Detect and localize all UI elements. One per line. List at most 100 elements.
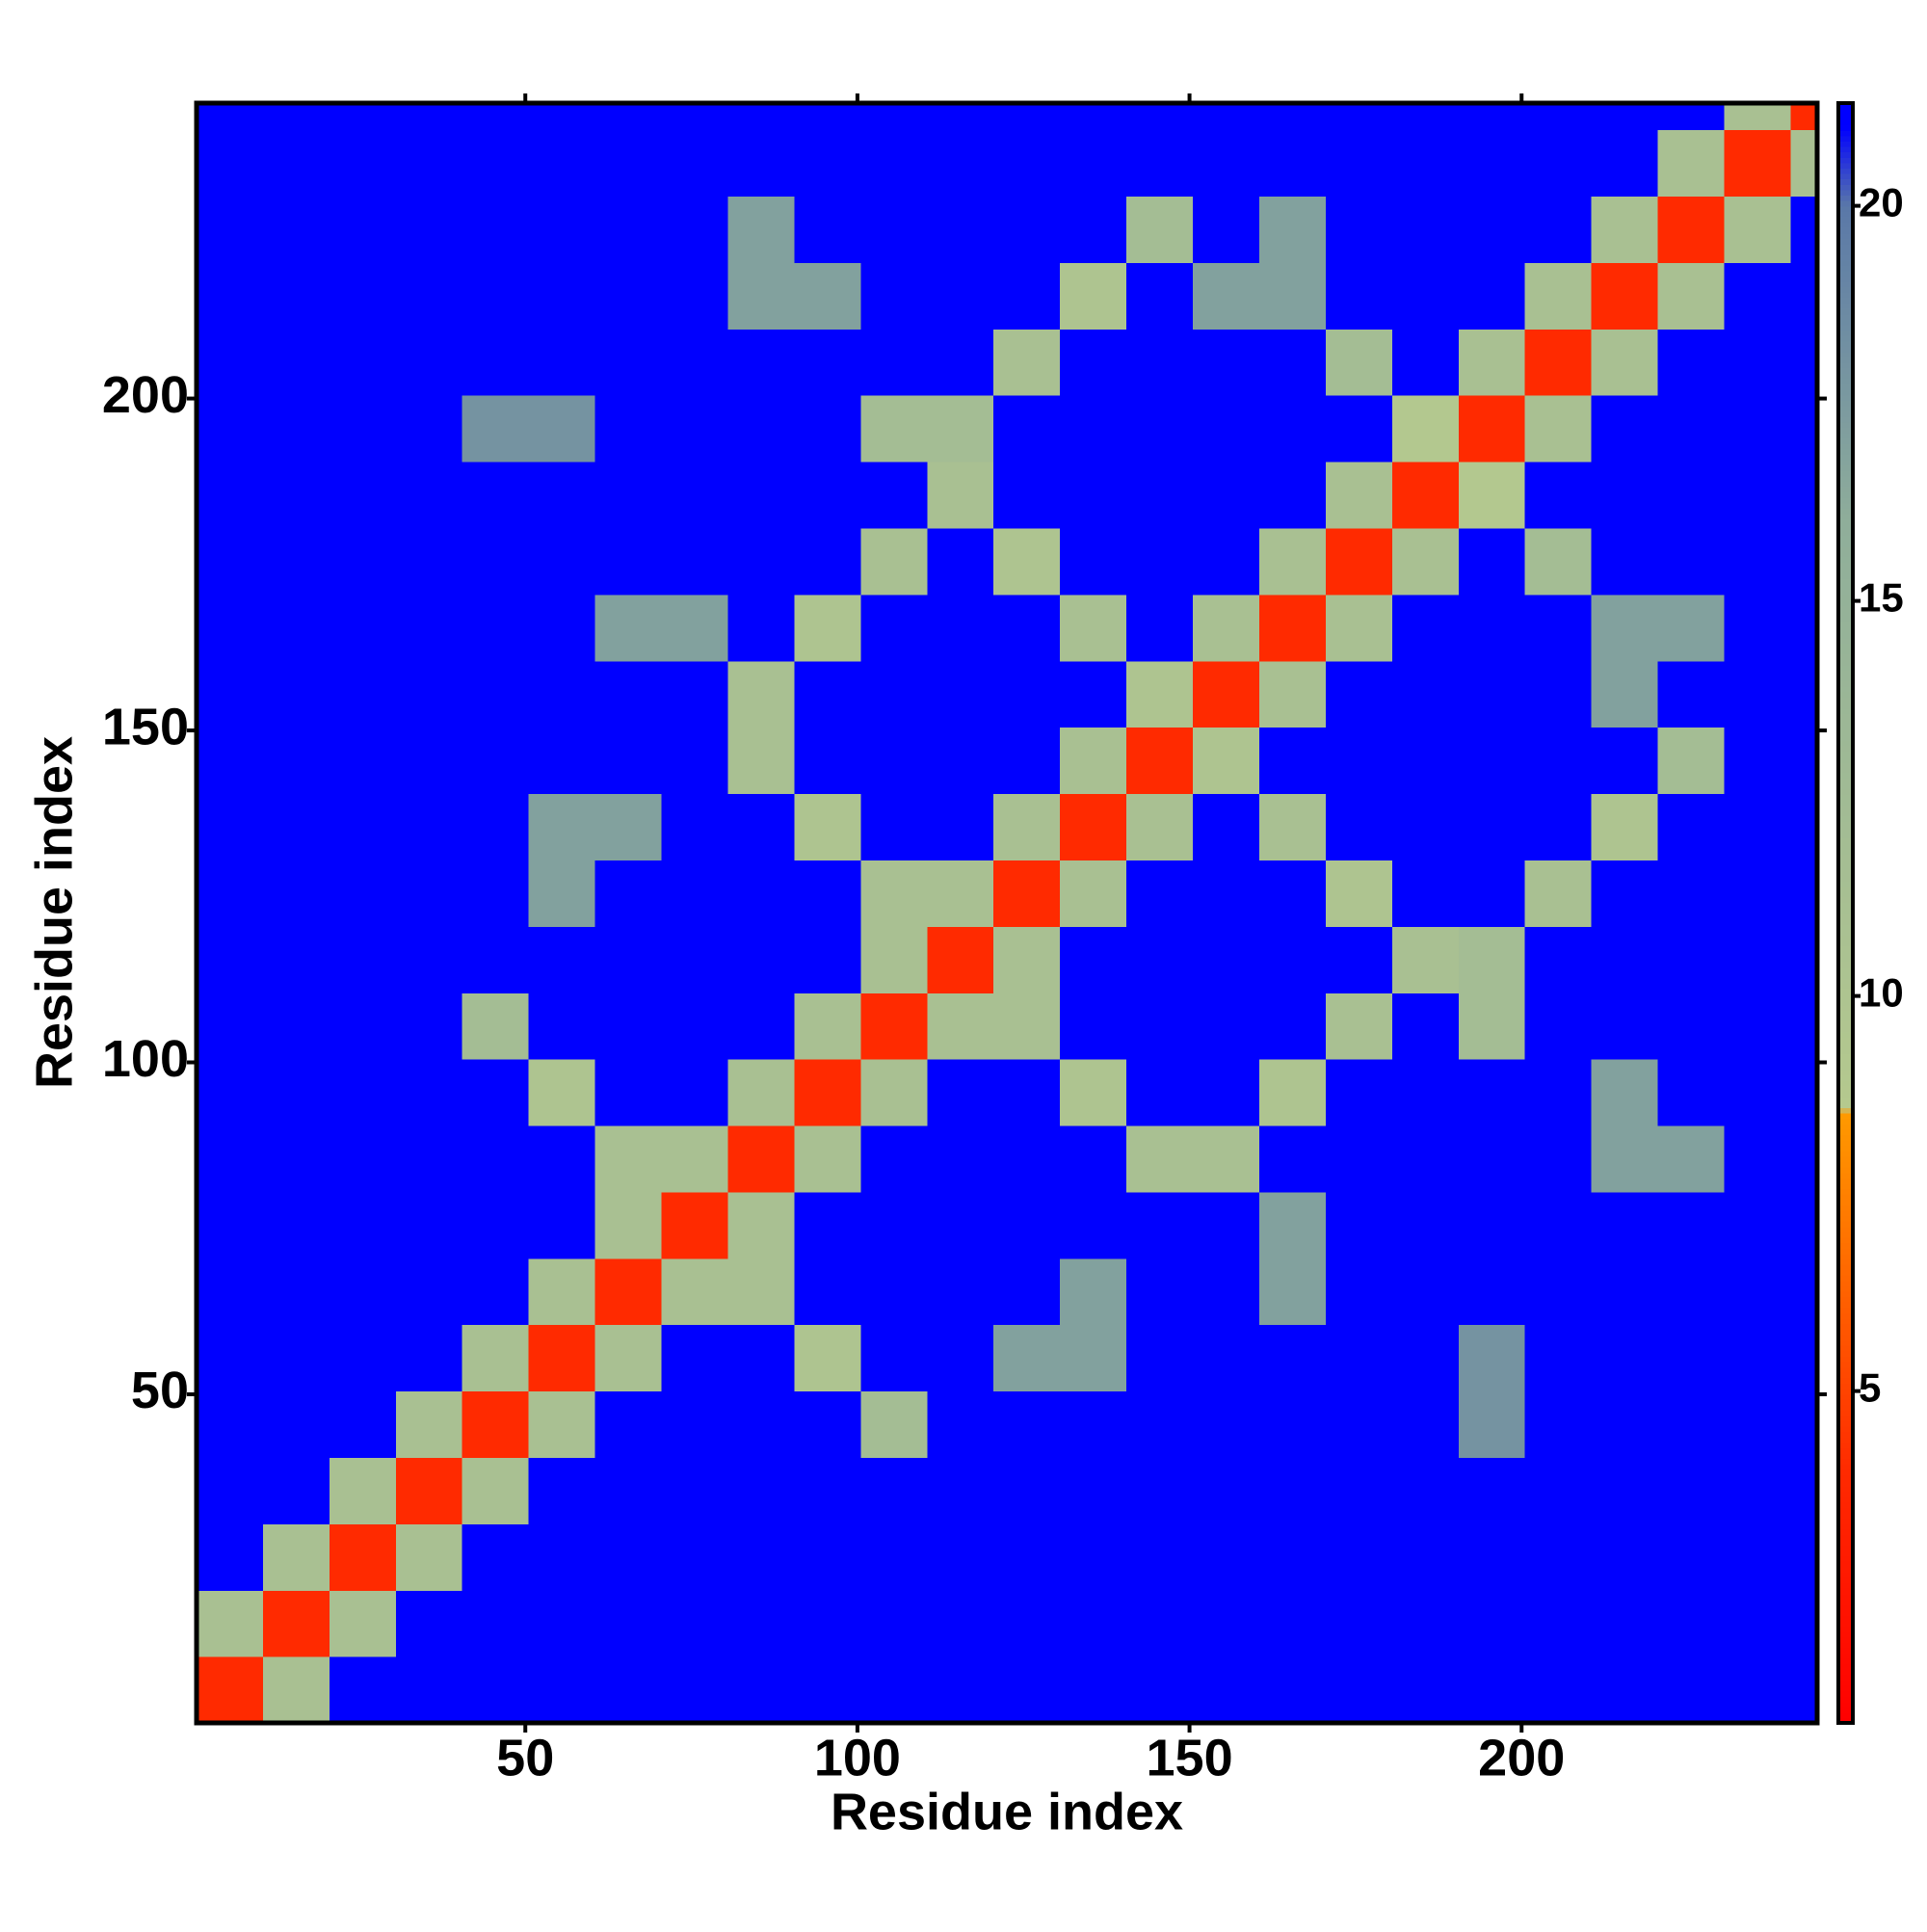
heatmap-cell	[1258, 1059, 1327, 1126]
colorbar-segment	[1838, 1290, 1853, 1298]
x-tick-label: 200	[1478, 1729, 1565, 1786]
heatmap-cell	[727, 992, 796, 1060]
colorbar-segment	[1838, 1663, 1853, 1670]
heatmap-cell	[1591, 1257, 1659, 1326]
heatmap-cell	[1126, 1059, 1194, 1126]
colorbar-segment	[1838, 589, 1853, 595]
heatmap-cell	[1591, 129, 1659, 198]
heatmap-cell	[661, 196, 729, 263]
heatmap-cell	[1391, 727, 1460, 795]
heatmap-cell	[1524, 860, 1593, 927]
heatmap-cell	[1524, 1191, 1593, 1259]
colorbar-segment	[1838, 108, 1853, 116]
heatmap-cell	[395, 1324, 463, 1392]
colorbar-segment	[1838, 497, 1853, 504]
colorbar-segment	[1838, 1626, 1853, 1632]
heatmap-cell	[1657, 1457, 1726, 1524]
heatmap-cell	[1391, 129, 1460, 198]
heatmap-cell	[1325, 727, 1393, 795]
heatmap-cell	[528, 1390, 596, 1459]
colorbar-segment	[1838, 1576, 1853, 1584]
heatmap-cell	[993, 594, 1061, 662]
heatmap-cell	[1524, 793, 1593, 860]
heatmap-cell	[1258, 1656, 1327, 1723]
heatmap-cell	[262, 395, 330, 463]
heatmap-cell	[528, 727, 596, 795]
colorbar-segment	[1838, 1371, 1853, 1379]
heatmap-cell	[1258, 103, 1327, 131]
heatmap-cell	[1060, 860, 1127, 927]
heatmap-cell	[860, 1523, 928, 1591]
heatmap-cell	[1258, 727, 1327, 795]
heatmap-cell	[528, 462, 596, 529]
colorbar-segment	[1838, 1404, 1853, 1411]
colorbar-segment	[1838, 961, 1853, 968]
heatmap-cell	[1724, 329, 1792, 396]
colorbar-segment	[1838, 1339, 1853, 1346]
heatmap-cell	[1060, 1257, 1127, 1326]
heatmap-cell	[1325, 1457, 1393, 1524]
colorbar-segment	[1838, 664, 1853, 672]
colorbar-segment	[1838, 384, 1853, 390]
heatmap-cell	[1657, 527, 1726, 595]
heatmap-cell	[1790, 1191, 1817, 1259]
heatmap-cell	[727, 527, 796, 595]
colorbar-segment	[1838, 1609, 1853, 1616]
heatmap-cell	[1458, 1457, 1526, 1524]
heatmap-cell	[794, 395, 861, 463]
colorbar-segment	[1838, 303, 1853, 309]
heatmap-cell	[262, 992, 330, 1060]
heatmap-cell	[1060, 727, 1127, 795]
heatmap-cell	[1524, 1125, 1593, 1193]
colorbar-tick-label: 20	[1859, 180, 1904, 225]
heatmap-cell	[1193, 1457, 1260, 1524]
colorbar-segment	[1838, 1151, 1853, 1157]
heatmap-cell	[661, 594, 729, 662]
heatmap-cell	[1060, 1191, 1127, 1259]
heatmap-cell	[329, 129, 397, 198]
heatmap-cell	[794, 329, 861, 396]
heatmap-cell	[262, 1125, 330, 1193]
heatmap-cell	[1258, 1191, 1327, 1259]
colorbar-segment	[1838, 1630, 1853, 1638]
heatmap-cell	[1325, 1059, 1393, 1126]
colorbar-segment	[1838, 1242, 1853, 1249]
heatmap-cell	[1790, 860, 1817, 927]
heatmap-cell	[661, 103, 729, 131]
colorbar-segment	[1838, 410, 1853, 417]
heatmap-cell	[794, 594, 861, 662]
colorbar-segment	[1838, 1145, 1853, 1151]
colorbar-segment	[1838, 1004, 1853, 1012]
colorbar-segment	[1838, 1431, 1853, 1438]
heatmap-cell	[1126, 196, 1194, 263]
heatmap-cell	[1458, 196, 1526, 263]
heatmap-cell	[1591, 395, 1659, 463]
heatmap-cell	[1458, 1590, 1526, 1657]
colorbar-segment	[1838, 421, 1853, 428]
heatmap-cell	[1458, 727, 1526, 795]
heatmap-cell	[594, 1390, 663, 1459]
heatmap-cell	[1657, 1257, 1726, 1326]
heatmap-cell	[1790, 727, 1817, 795]
heatmap-cell	[927, 1324, 994, 1392]
colorbar-segment	[1838, 276, 1853, 282]
heatmap-cell	[594, 129, 663, 198]
heatmap-cell	[197, 1324, 264, 1392]
heatmap-cell	[1724, 196, 1792, 263]
heatmap-cell	[794, 1059, 861, 1126]
heatmap-cell	[794, 860, 861, 927]
colorbar-segment	[1838, 1549, 1853, 1557]
heatmap-cell	[727, 1059, 796, 1126]
colorbar-segment	[1838, 1717, 1853, 1724]
heatmap-cell	[860, 1324, 928, 1392]
heatmap-cell	[661, 793, 729, 860]
colorbar-segment	[1838, 232, 1853, 239]
heatmap-cell	[727, 1457, 796, 1524]
heatmap-cell	[860, 395, 928, 463]
heatmap-cell	[197, 1390, 264, 1459]
heatmap-cell	[727, 1390, 796, 1459]
heatmap-cell	[1391, 1590, 1460, 1657]
colorbar-segment	[1838, 1053, 1853, 1060]
colorbar-segment	[1838, 988, 1853, 995]
heatmap-cell	[1391, 793, 1460, 860]
